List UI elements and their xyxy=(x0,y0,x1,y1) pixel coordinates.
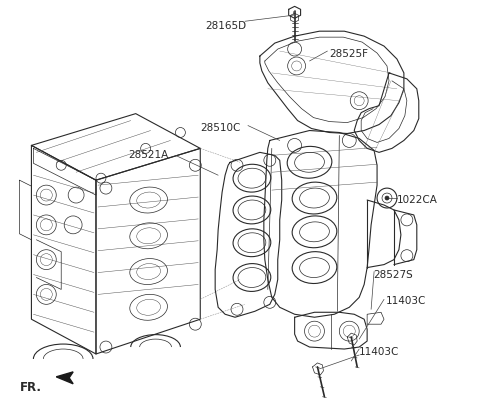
Polygon shape xyxy=(56,372,73,384)
Text: 28510C: 28510C xyxy=(200,122,240,133)
Text: FR.: FR. xyxy=(20,381,41,394)
Text: 28165D: 28165D xyxy=(205,21,246,31)
Text: 11403C: 11403C xyxy=(359,347,399,357)
Text: 28525F: 28525F xyxy=(329,49,368,59)
Text: 28521A: 28521A xyxy=(128,150,168,160)
Text: 1022CA: 1022CA xyxy=(397,195,438,205)
Text: 11403C: 11403C xyxy=(386,296,426,306)
Circle shape xyxy=(385,196,389,200)
Text: 28527S: 28527S xyxy=(373,270,413,279)
